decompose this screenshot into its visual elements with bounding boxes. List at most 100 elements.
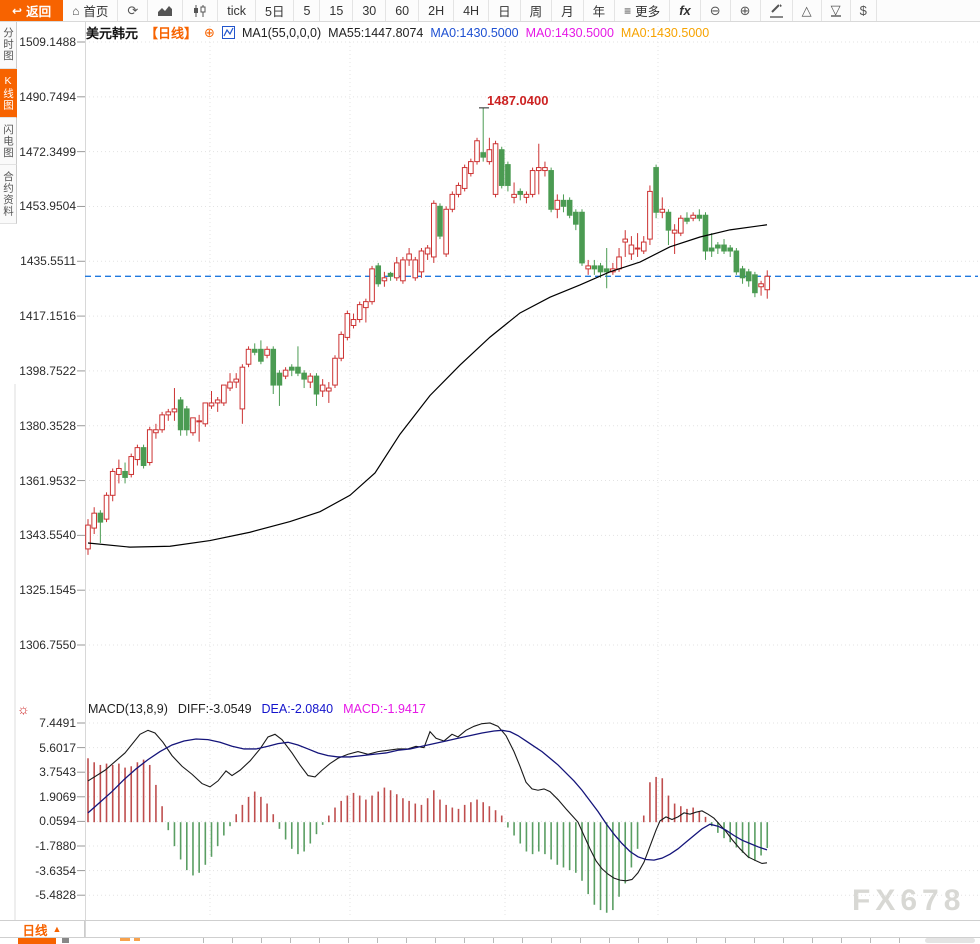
period-15min-button[interactable]: 15 — [320, 0, 354, 21]
add-favorite-icon[interactable]: ⊕ — [204, 24, 215, 40]
period-year-button[interactable]: 年 — [584, 0, 616, 21]
peak-price-label: 1487.0400 — [487, 93, 549, 108]
candle — [764, 270, 771, 299]
tick-period-button[interactable]: tick — [218, 0, 256, 21]
strip-orange-block — [18, 938, 56, 944]
candle — [251, 343, 258, 356]
macd-settings-icon[interactable]: ☼ — [17, 701, 30, 717]
macd-legend-header: MACD(13,8,9) DIFF:-3.0549 DEA:-2.0840 MA… — [88, 702, 426, 716]
candle — [128, 453, 135, 478]
period-60min-button[interactable]: 60 — [386, 0, 420, 21]
candle — [566, 197, 573, 219]
macd-y-tick-label: 3.7543 — [39, 765, 76, 780]
period-week-button[interactable]: 周 — [521, 0, 553, 21]
period-day-label: 日 — [498, 5, 511, 19]
sidebar-tab-kline-chart[interactable]: K线图 — [0, 68, 17, 118]
zoom-in-button[interactable]: ⊕ — [731, 0, 761, 21]
candle — [270, 346, 277, 395]
period-4h-button[interactable]: 4H — [454, 0, 490, 21]
period-month-button[interactable]: 月 — [552, 0, 584, 21]
period-5min-button[interactable]: 5 — [294, 0, 321, 21]
candle — [424, 245, 431, 260]
candle — [560, 194, 567, 213]
candle — [727, 245, 734, 257]
candle — [85, 519, 91, 555]
macd-diff-readout: DIFF:-3.0549 — [177, 702, 252, 716]
candle — [684, 212, 690, 225]
ma0-readout-blue: MA0:1430.5000 — [430, 25, 519, 40]
candle — [696, 209, 703, 222]
period-30min-button[interactable]: 30 — [353, 0, 387, 21]
triangle-up-tool-button[interactable]: △ — [793, 0, 822, 21]
candle — [184, 405, 190, 436]
left-sidebar: 分时图 K线图 闪电图 合约资料 — [0, 21, 17, 224]
candle — [523, 191, 530, 204]
fx-icon: fx — [679, 3, 691, 18]
candle — [146, 426, 153, 466]
candle — [640, 236, 647, 254]
macd-macd-readout: MACD:-1.9417 — [343, 702, 426, 716]
mini-line-chart-icon — [221, 26, 235, 39]
ma0-readout-magenta: MA0:1430.5000 — [525, 25, 614, 40]
triangle-down-tool-button[interactable]: ▽ — [822, 0, 851, 21]
period-4h-label: 4H — [463, 3, 480, 18]
candle — [91, 507, 97, 535]
candle — [542, 161, 548, 177]
period-2h-button[interactable]: 2H — [419, 0, 455, 21]
candle — [227, 373, 233, 392]
candle — [659, 197, 666, 219]
back-button[interactable]: ↩ 返回 — [0, 0, 64, 21]
candle — [437, 203, 443, 240]
chart-plot-area[interactable] — [85, 21, 980, 920]
main-y-tick-label: 1380.3528 — [19, 418, 76, 433]
more-button[interactable]: ≡ 更多 — [615, 0, 671, 21]
period-selector-label: 日线 — [22, 923, 48, 938]
candle — [319, 379, 326, 397]
indicator-fx-button[interactable]: fx — [670, 0, 701, 21]
strip-tick-marks — [175, 938, 915, 943]
dollar-tool-button[interactable]: $ — [851, 0, 877, 21]
sidebar-tab-contract-info[interactable]: 合约资料 — [0, 165, 17, 224]
period-selector-cell[interactable]: 日线 ▲ — [0, 921, 85, 938]
five-day-period-button[interactable]: 5日 — [256, 0, 295, 21]
zoom-in-icon: ⊕ — [739, 2, 751, 18]
candle — [134, 444, 141, 466]
sidebar-tab-lightning-chart[interactable]: 闪电图 — [0, 117, 17, 165]
candle — [307, 373, 314, 389]
main-y-tick-label: 1490.7494 — [19, 89, 76, 104]
fx678-watermark: FX678 — [852, 884, 966, 917]
candle — [739, 265, 746, 284]
refresh-button[interactable]: ⟳ — [118, 0, 149, 21]
candle — [400, 256, 406, 284]
zoom-out-button[interactable]: ⊖ — [701, 0, 731, 21]
ma-settings-readout: MA1(55,0,0,0) — [241, 25, 322, 40]
more-lines-icon: ≡ — [624, 3, 632, 18]
strip-orange-fragment-2 — [134, 938, 140, 941]
period-day-button[interactable]: 日 — [489, 0, 521, 21]
candlestick-chart-button[interactable] — [183, 0, 219, 21]
home-button[interactable]: ⌂ 首页 — [63, 0, 119, 21]
draw-pencil-button[interactable] — [761, 0, 793, 21]
candle — [116, 459, 122, 484]
candle — [671, 224, 678, 254]
macd-histogram — [87, 758, 769, 913]
candle — [708, 233, 715, 257]
macd-y-tick-label: -1.7880 — [35, 839, 76, 853]
candle — [758, 280, 764, 296]
strip-scrollbar[interactable] — [925, 938, 975, 943]
candle — [628, 236, 635, 260]
candle — [449, 191, 456, 213]
sidebar-tab-time-chart[interactable]: 分时图 — [0, 21, 17, 69]
zoom-out-icon: ⊖ — [709, 2, 721, 18]
candle — [177, 396, 184, 436]
triangle-down-icon: ▽ — [830, 2, 841, 17]
back-arrow-icon: ↩ — [12, 3, 23, 18]
candle — [461, 164, 468, 192]
candle — [486, 137, 493, 165]
bottom-quote-strip — [0, 938, 980, 944]
candle — [109, 468, 116, 502]
period-30min-label: 30 — [362, 3, 377, 18]
candle — [517, 188, 524, 201]
area-chart-button[interactable] — [148, 0, 184, 21]
